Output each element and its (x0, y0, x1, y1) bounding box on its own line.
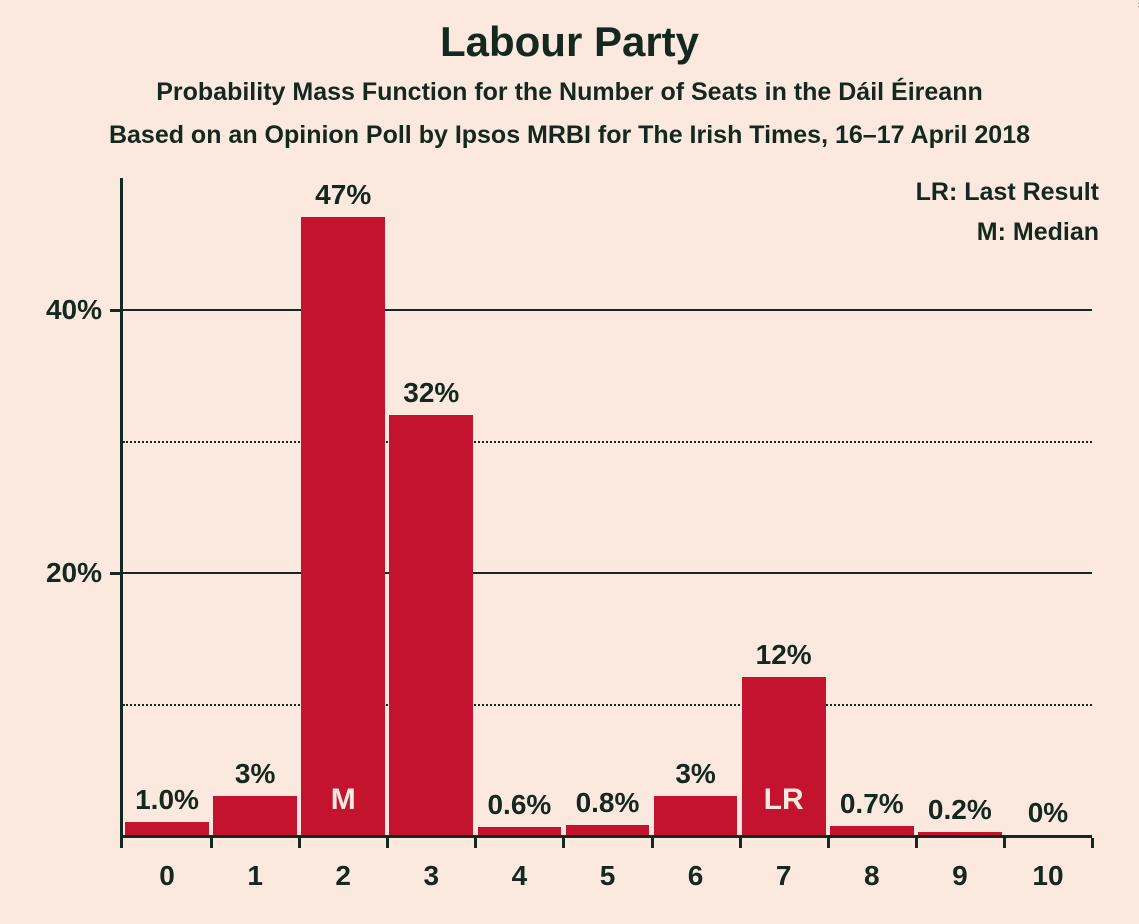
x-tick-mark (210, 838, 213, 848)
bar (389, 415, 473, 835)
x-tick-label: 2 (335, 838, 351, 892)
x-tick-label: 5 (600, 838, 616, 892)
bar-group: 1.0% (125, 822, 209, 835)
x-tick-label: 1 (247, 838, 263, 892)
x-tick-mark (298, 838, 301, 848)
bar-group: 32% (389, 415, 473, 835)
y-tick-label: 20% (46, 557, 120, 589)
x-tick-label: 9 (952, 838, 968, 892)
x-tick-label: 0 (159, 838, 175, 892)
bar (654, 796, 738, 835)
x-tick-label: 6 (688, 838, 704, 892)
bar-annotation: M (331, 783, 356, 817)
y-tick-label: 40% (46, 294, 120, 326)
bar-value-label: 1.0% (135, 784, 199, 822)
bar-group: 47%M (301, 217, 385, 835)
bar (125, 822, 209, 835)
bar (478, 827, 562, 835)
x-tick-mark (474, 838, 477, 848)
chart-subtitle-1: Probability Mass Function for the Number… (0, 78, 1139, 107)
chart-title: Labour Party (0, 0, 1139, 66)
x-tick-label: 7 (776, 838, 792, 892)
copyright-text: © 2020 Filip van Laenen (1135, 0, 1139, 8)
x-tick-label: 8 (864, 838, 880, 892)
bar-value-label: 12% (756, 639, 812, 677)
bar-value-label: 3% (235, 758, 275, 796)
x-tick-mark (915, 838, 918, 848)
bar-value-label: 0.2% (928, 794, 992, 832)
grid-minor (123, 441, 1092, 443)
bar-group: 3% (213, 796, 297, 835)
bar-group: 0.2% (918, 832, 1002, 835)
x-tick-mark (386, 838, 389, 848)
bar (918, 832, 1002, 835)
x-tick-mark (1091, 838, 1094, 848)
plot-area: 20%40%1.0%03%147%M232%30.6%40.8%53%612%L… (120, 178, 1092, 838)
bar-value-label: 0.6% (487, 789, 551, 827)
bar-group: 3% (654, 796, 738, 835)
x-tick-mark (1003, 838, 1006, 848)
x-tick-mark (651, 838, 654, 848)
bar-value-label: 0.8% (576, 787, 640, 825)
x-tick-mark (827, 838, 830, 848)
bar-group: 0.7% (830, 826, 914, 835)
bar-group: 12%LR (742, 677, 826, 835)
x-tick-mark (739, 838, 742, 848)
bar-value-label: 3% (675, 758, 715, 796)
bar-value-label: 0.7% (840, 788, 904, 826)
x-tick-mark (562, 838, 565, 848)
bar (213, 796, 297, 835)
chart-container: Labour Party Probability Mass Function f… (0, 0, 1139, 924)
grid-minor (123, 704, 1092, 706)
grid-major (123, 572, 1092, 574)
x-tick-label: 10 (1032, 838, 1063, 892)
grid-major (123, 309, 1092, 311)
bar-group: 0.8% (566, 825, 650, 836)
bar-value-label: 32% (403, 377, 459, 415)
x-tick-mark (120, 838, 123, 848)
bar-group: 0.6% (478, 827, 562, 835)
y-axis-line (120, 178, 123, 838)
x-tick-label: 3 (424, 838, 440, 892)
x-tick-label: 4 (512, 838, 528, 892)
bar-value-label: 47% (315, 179, 371, 217)
bar (566, 825, 650, 836)
bar-value-label: 0% (1028, 797, 1068, 835)
bar-annotation: LR (764, 783, 804, 817)
bar (301, 217, 385, 835)
chart-subtitle-2: Based on an Opinion Poll by Ipsos MRBI f… (0, 121, 1139, 150)
bar (830, 826, 914, 835)
